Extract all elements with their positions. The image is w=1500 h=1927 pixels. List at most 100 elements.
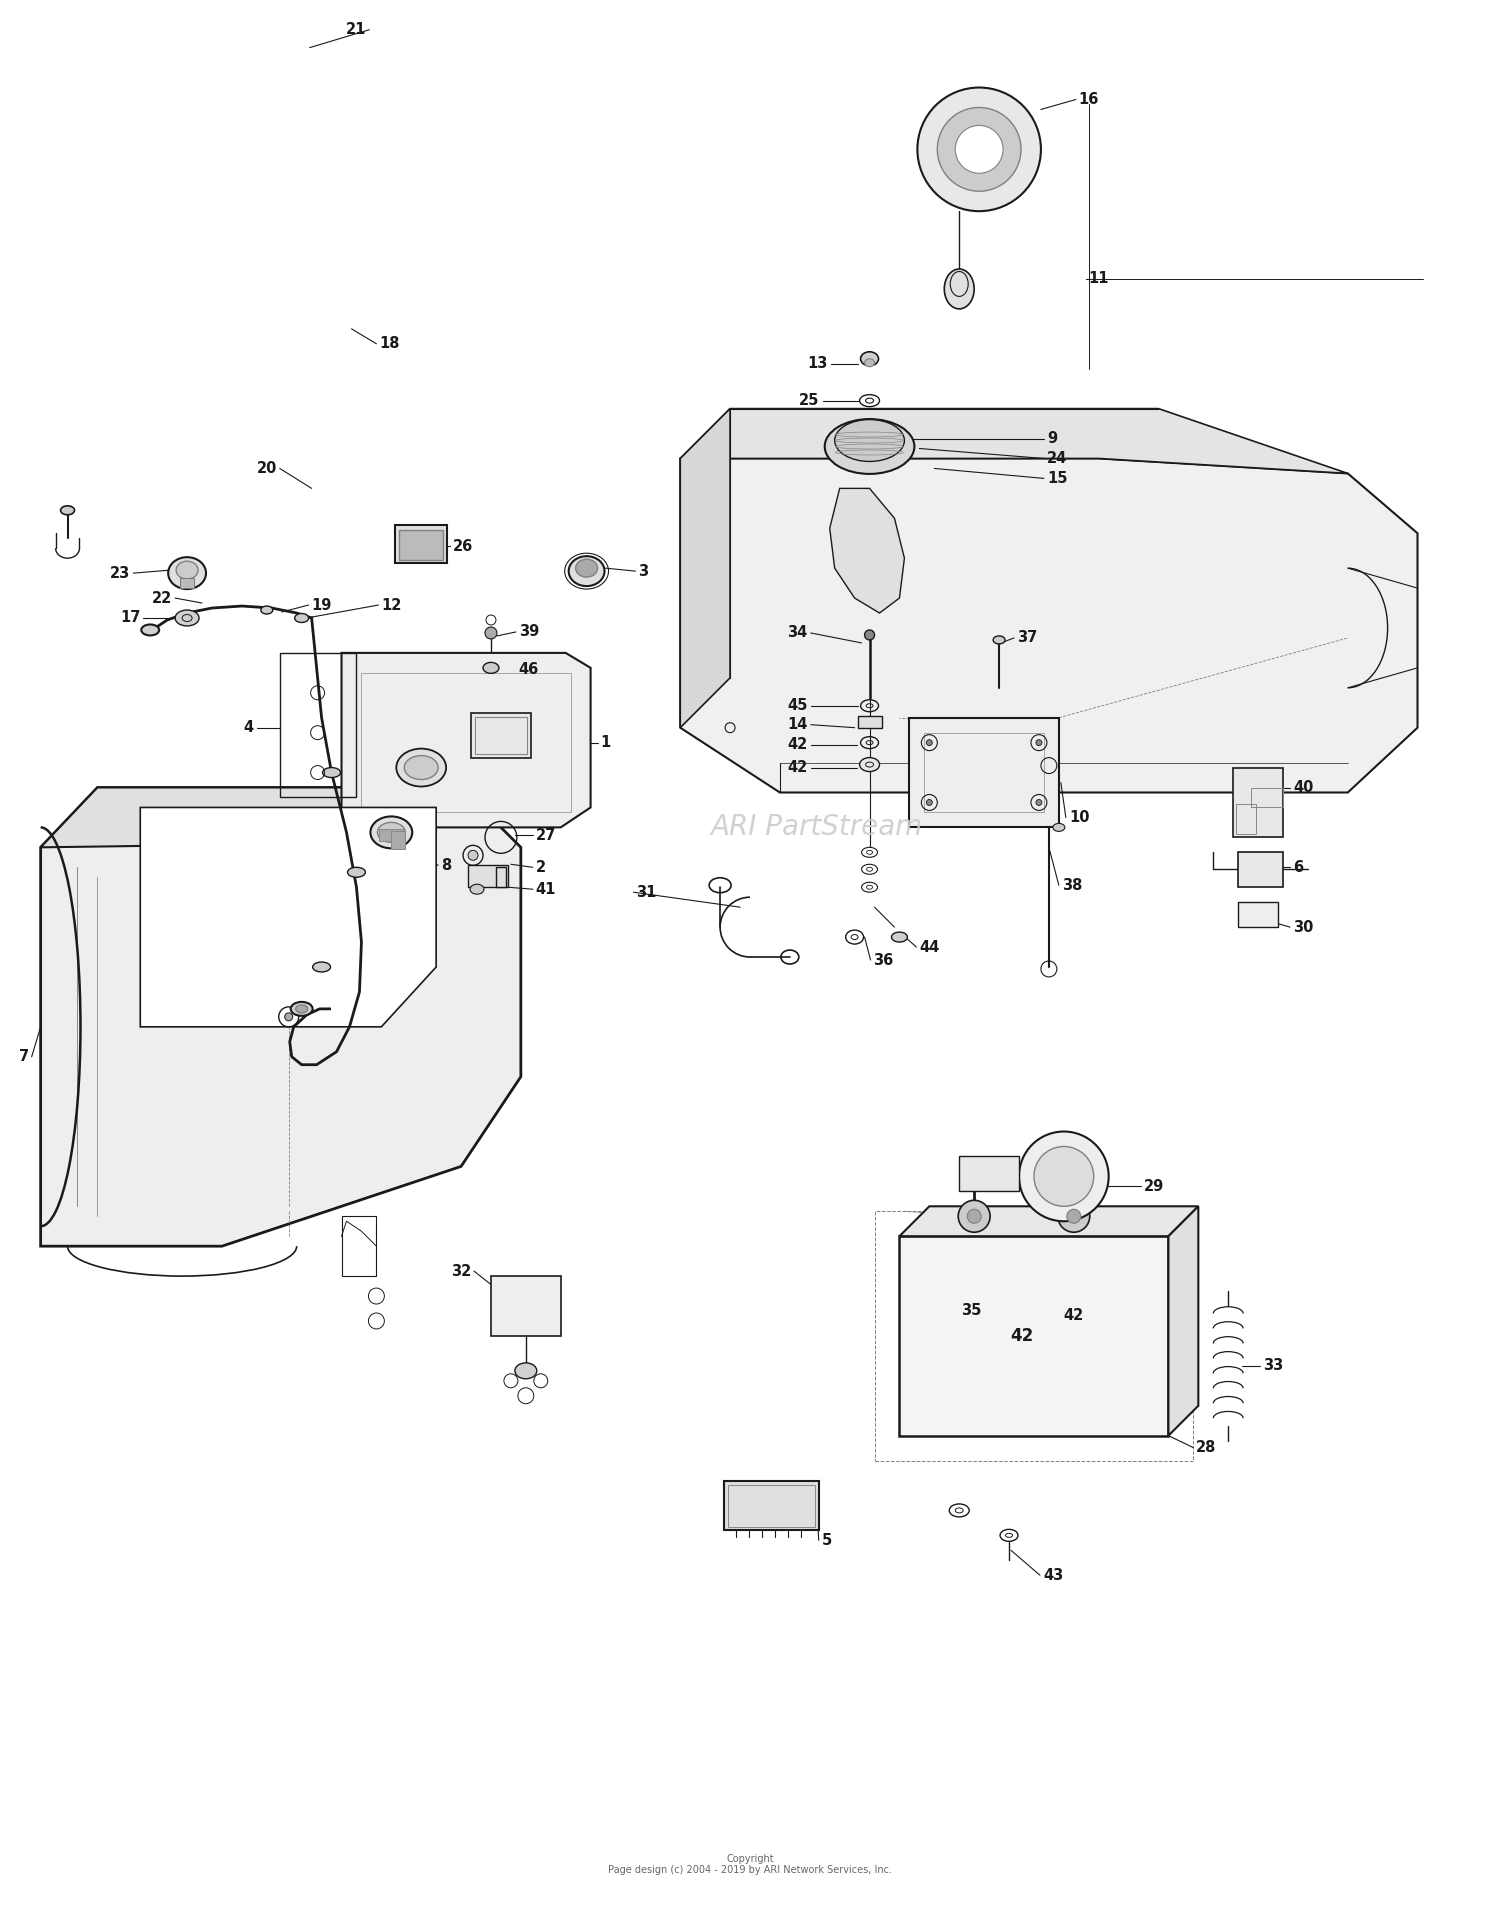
Polygon shape: [40, 788, 520, 1247]
Ellipse shape: [514, 1362, 537, 1380]
Bar: [399, 530, 442, 561]
Polygon shape: [900, 1206, 1198, 1237]
Text: 22: 22: [152, 590, 172, 605]
Text: 32: 32: [452, 1264, 471, 1280]
Text: 45: 45: [788, 698, 808, 713]
Bar: [1236, 804, 1256, 834]
Circle shape: [1036, 740, 1042, 746]
Text: 25: 25: [800, 393, 819, 409]
Text: 36: 36: [873, 952, 894, 967]
Text: ARI PartStream: ARI PartStream: [710, 813, 922, 842]
Bar: [490, 1276, 561, 1335]
Ellipse shape: [405, 755, 438, 780]
Text: 7: 7: [18, 1048, 28, 1064]
Text: 10: 10: [1070, 809, 1089, 825]
Ellipse shape: [378, 823, 405, 842]
Bar: [958, 1156, 1018, 1191]
Bar: [468, 865, 509, 886]
Circle shape: [1034, 1147, 1094, 1206]
Text: 38: 38: [1062, 877, 1082, 892]
Ellipse shape: [1053, 823, 1065, 831]
Ellipse shape: [891, 933, 908, 942]
Circle shape: [956, 125, 1004, 173]
Text: 34: 34: [788, 626, 808, 640]
Circle shape: [968, 1210, 981, 1224]
Ellipse shape: [568, 557, 604, 586]
Text: 16: 16: [1078, 92, 1100, 108]
Ellipse shape: [312, 962, 330, 971]
Text: 42: 42: [788, 759, 808, 775]
Bar: [909, 717, 1059, 827]
Text: 24: 24: [1047, 451, 1066, 466]
Text: 41: 41: [536, 883, 556, 896]
Text: 27: 27: [536, 829, 556, 842]
Ellipse shape: [396, 748, 445, 786]
Ellipse shape: [576, 559, 597, 576]
Text: 30: 30: [1293, 919, 1314, 935]
Circle shape: [1066, 1210, 1082, 1224]
Ellipse shape: [483, 663, 500, 673]
Ellipse shape: [861, 353, 879, 366]
Text: 5: 5: [822, 1532, 833, 1547]
Circle shape: [927, 800, 933, 805]
Text: 21: 21: [346, 23, 366, 37]
Polygon shape: [681, 409, 730, 728]
Ellipse shape: [168, 557, 206, 590]
Text: 35: 35: [962, 1303, 981, 1318]
Circle shape: [864, 630, 874, 640]
Text: 46: 46: [519, 663, 538, 678]
Text: 9: 9: [1047, 432, 1058, 445]
Bar: [180, 578, 194, 588]
Circle shape: [958, 1201, 990, 1231]
Text: 31: 31: [636, 884, 657, 900]
Polygon shape: [1168, 1206, 1198, 1436]
Bar: [1238, 852, 1282, 886]
Text: 37: 37: [1017, 630, 1038, 646]
Text: Copyright
Page design (c) 2004 - 2019 by ARI Network Services, Inc.: Copyright Page design (c) 2004 - 2019 by…: [608, 1854, 892, 1875]
Text: 26: 26: [453, 540, 474, 553]
Bar: [496, 867, 506, 886]
Polygon shape: [681, 459, 1418, 792]
Text: 43: 43: [1042, 1569, 1064, 1582]
Ellipse shape: [176, 611, 200, 626]
Ellipse shape: [291, 1002, 312, 1016]
Text: 6: 6: [1293, 859, 1304, 875]
Text: 12: 12: [381, 597, 402, 613]
Ellipse shape: [370, 817, 413, 848]
Text: 3: 3: [639, 563, 648, 578]
Text: 1: 1: [600, 734, 610, 750]
Ellipse shape: [60, 505, 75, 515]
Text: 29: 29: [1143, 1179, 1164, 1195]
Circle shape: [1019, 1131, 1108, 1222]
Text: 18: 18: [380, 337, 400, 351]
Text: 42: 42: [788, 738, 808, 752]
Ellipse shape: [993, 636, 1005, 644]
Ellipse shape: [859, 757, 879, 771]
Circle shape: [938, 108, 1022, 191]
Bar: [471, 713, 531, 757]
Ellipse shape: [296, 1004, 307, 1014]
Polygon shape: [141, 807, 436, 1027]
Text: 40: 40: [1293, 780, 1314, 796]
Text: 28: 28: [1197, 1439, 1216, 1455]
Text: 13: 13: [807, 356, 828, 372]
Polygon shape: [342, 653, 591, 827]
Ellipse shape: [470, 884, 484, 894]
Text: 42: 42: [1011, 1328, 1034, 1345]
Ellipse shape: [322, 767, 340, 777]
Text: 17: 17: [120, 611, 141, 626]
Polygon shape: [830, 488, 904, 613]
Text: 23: 23: [110, 567, 130, 580]
Circle shape: [285, 1014, 292, 1021]
Circle shape: [1058, 1201, 1089, 1231]
Text: 2: 2: [536, 859, 546, 875]
Bar: [380, 829, 404, 842]
Ellipse shape: [825, 418, 915, 474]
Text: 44: 44: [920, 940, 939, 954]
Ellipse shape: [834, 420, 904, 461]
Text: 14: 14: [788, 717, 808, 732]
Bar: [476, 717, 526, 753]
Polygon shape: [40, 788, 460, 848]
Polygon shape: [681, 409, 1348, 474]
Bar: [858, 715, 882, 728]
